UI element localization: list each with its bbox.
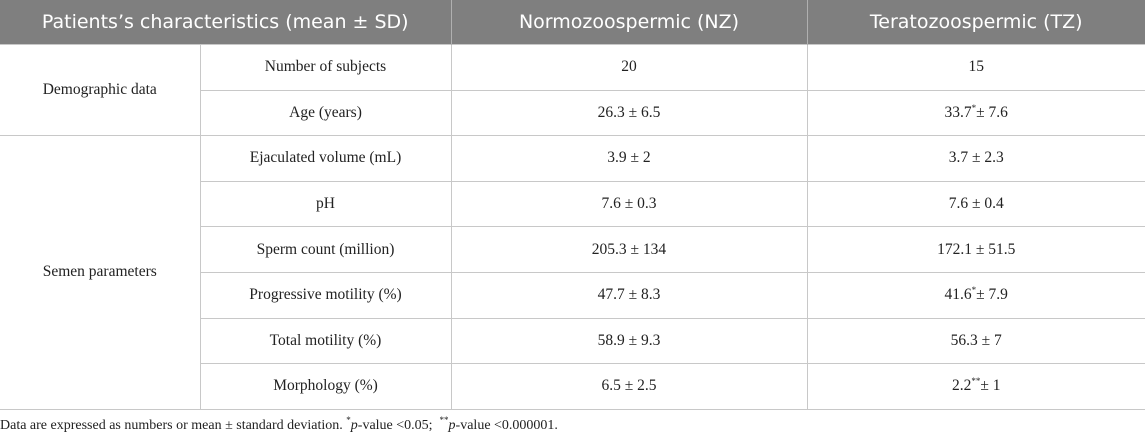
significance-mark: * [971, 102, 977, 113]
footnote-p-threshold-1: -value <0.05; [357, 418, 433, 433]
header-row: Patients’s characteristics (mean ± SD) N… [0, 0, 1145, 45]
table-row: Semen parameters Ejaculated volume (mL) … [0, 135, 1145, 410]
table-row: Demographic data Number of subjects 20 1… [0, 43, 1145, 137]
row-label: Sperm count (million) [200, 226, 452, 273]
table-row: Progressive motility (%) 47.7 ± 8.3 41.6… [0, 271, 1145, 319]
characteristics-table: Patients’s characteristics (mean ± SD) N… [0, 0, 1145, 410]
tz-value: 15 [806, 44, 1145, 91]
nz-value: 26.3 ± 6.5 [450, 89, 808, 137]
footnote-p-threshold-2: -value <0.000001. [455, 418, 558, 433]
footnote-text: Data are expressed as numbers or mean ± … [0, 418, 343, 433]
tz-value: 2.2**± 1 [806, 363, 1145, 410]
nz-value: 58.9 ± 9.3 [450, 317, 808, 365]
significance-mark: * [971, 285, 977, 296]
tz-value: 33.7*± 7.6 [806, 89, 1145, 137]
footnote-p-letter: p [350, 418, 358, 433]
table-footnote: Data are expressed as numbers or mean ± … [0, 415, 558, 434]
tz-mean: 33.7 [944, 103, 972, 121]
nz-value: 3.9 ± 2 [450, 135, 808, 182]
row-label: Morphology (%) [200, 363, 452, 410]
nz-value: 205.3 ± 134 [450, 226, 808, 273]
tz-sd: ± 7.6 [976, 103, 1008, 121]
tz-value: 56.3 ± 7 [806, 317, 1145, 365]
tz-mean: 41.6 [944, 286, 972, 304]
tz-sd: ± 7.9 [976, 286, 1008, 304]
table-row: Age (years) 26.3 ± 6.5 33.7*± 7.6 [0, 89, 1145, 137]
footnote-mark-single: * [346, 415, 351, 425]
significance-mark: ** [971, 376, 981, 387]
footnote-mark-double: ** [439, 415, 449, 425]
nz-value: 6.5 ± 2.5 [450, 363, 808, 410]
nz-value: 7.6 ± 0.3 [450, 180, 808, 228]
header-normozoospermic: Normozoospermic (NZ) [451, 0, 808, 45]
table-row: pH 7.6 ± 0.3 7.6 ± 0.4 [0, 180, 1145, 228]
header-characteristics: Patients’s characteristics (mean ± SD) [0, 0, 452, 45]
row-label: Age (years) [200, 89, 452, 137]
table-row: Morphology (%) 6.5 ± 2.5 2.2**± 1 [0, 363, 1145, 410]
table-row: Total motility (%) 58.9 ± 9.3 56.3 ± 7 [0, 317, 1145, 365]
row-label: Progressive motility (%) [200, 271, 452, 319]
tz-value: 7.6 ± 0.4 [806, 180, 1145, 228]
tz-value: 41.6*± 7.9 [806, 271, 1145, 319]
footnote-p-letter: p [448, 418, 456, 433]
header-teratozoospermic: Teratozoospermic (TZ) [807, 0, 1145, 45]
group-semen: Semen parameters [0, 135, 201, 410]
row-label: Ejaculated volume (mL) [199, 135, 452, 182]
tz-value: 3.7 ± 2.3 [806, 135, 1145, 182]
table-row: Sperm count (million) 205.3 ± 134 172.1 … [0, 226, 1145, 273]
tz-mean: 2.2 [951, 377, 972, 395]
nz-value: 20 [450, 44, 808, 91]
row-label: Number of subjects [199, 44, 452, 91]
row-label: pH [200, 180, 452, 228]
group-demographic: Demographic data [0, 43, 201, 137]
nz-value: 47.7 ± 8.3 [450, 271, 808, 319]
tz-value: 172.1 ± 51.5 [806, 226, 1145, 273]
tz-sd: ± 1 [980, 377, 1001, 395]
row-label: Total motility (%) [200, 317, 452, 365]
